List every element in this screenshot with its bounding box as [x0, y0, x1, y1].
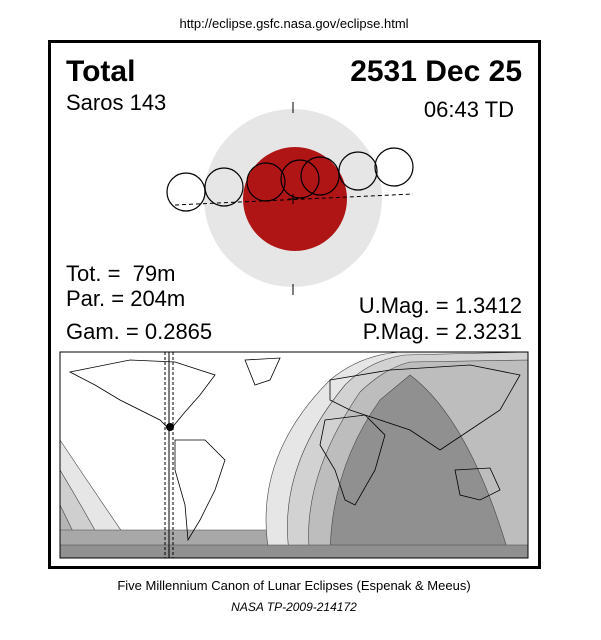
gamma: Gam. = 0.2865	[66, 319, 212, 344]
penumbral-magnitude: P.Mag. = 2.3231	[363, 319, 522, 344]
time: 06:43 TD	[424, 97, 514, 122]
coastlines	[68, 357, 521, 542]
sub-lunar-point	[166, 423, 174, 431]
eclipse-type: Total	[66, 55, 135, 88]
moon-positions	[166, 147, 414, 212]
reference: NASA TP-2009-214172	[231, 600, 357, 614]
umbral-magnitude: U.Mag. = 1.3412	[359, 293, 522, 318]
eclipse-date: 2531 Dec 25	[350, 55, 522, 88]
map-border	[59, 351, 529, 559]
url: http://eclipse.gsfc.nasa.gov/eclipse.htm…	[179, 16, 408, 31]
canon: Five Millennium Canon of Lunar Eclipses …	[117, 578, 470, 593]
shadow-diagram	[166, 102, 414, 295]
partial: Par. = 204m	[66, 286, 185, 311]
totality: Tot. = 79m	[66, 261, 175, 286]
visibility-map	[59, 351, 529, 559]
saros: Saros 143	[66, 90, 166, 115]
